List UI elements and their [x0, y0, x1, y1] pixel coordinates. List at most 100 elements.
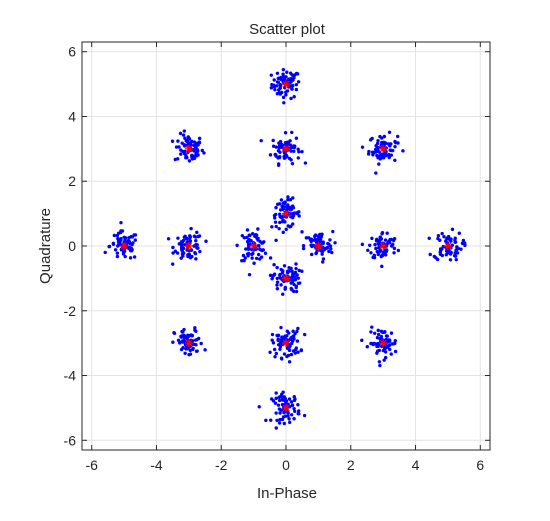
sample-point	[278, 208, 283, 212]
sample-point	[276, 163, 281, 167]
x-tick-label: 4	[412, 457, 420, 473]
x-tick-label: -6	[85, 457, 98, 473]
sample-point	[189, 143, 193, 147]
sample-point	[193, 251, 198, 256]
sample-point	[243, 256, 247, 260]
sample-point	[378, 235, 382, 240]
sample-point	[279, 198, 284, 202]
sample-point	[309, 243, 313, 247]
sample-point	[279, 267, 283, 272]
sample-point	[133, 238, 137, 242]
sample-point	[319, 234, 324, 239]
sample-point	[199, 341, 203, 346]
sample-point	[188, 234, 192, 238]
sample-point	[274, 411, 278, 415]
sample-point	[281, 292, 285, 296]
sample-point	[293, 270, 298, 275]
sample-point	[288, 84, 292, 88]
sample-point	[393, 339, 397, 343]
sample-point	[300, 230, 304, 234]
sample-point	[292, 395, 296, 399]
sample-point	[124, 236, 128, 240]
sample-point	[115, 251, 120, 255]
sample-point	[371, 153, 375, 157]
sample-point	[289, 215, 293, 219]
sample-point	[293, 211, 297, 215]
sample-point	[449, 239, 453, 243]
sample-point	[272, 272, 277, 276]
sample-point	[360, 145, 365, 149]
sample-point	[256, 227, 260, 231]
sample-point	[196, 234, 201, 239]
sample-point	[279, 356, 284, 360]
sample-point	[183, 136, 187, 140]
sample-point	[190, 153, 194, 158]
sample-point	[365, 345, 369, 349]
sample-point	[294, 82, 299, 87]
reference-marker-stroke	[379, 339, 387, 347]
sample-point	[103, 250, 107, 255]
sample-point	[389, 244, 394, 248]
sample-point	[294, 262, 298, 266]
sample-point	[385, 344, 390, 349]
sample-point	[396, 134, 400, 139]
sample-point	[290, 269, 294, 274]
sample-point	[279, 338, 284, 342]
sample-point	[370, 325, 374, 329]
sample-point	[250, 256, 254, 260]
sample-point	[180, 252, 185, 256]
sample-point	[277, 398, 282, 403]
sample-point	[294, 346, 299, 350]
sample-point	[440, 231, 444, 236]
sample-point	[285, 89, 290, 93]
sample-point	[281, 230, 285, 235]
sample-point	[271, 341, 276, 345]
sample-point	[300, 269, 304, 273]
sample-point	[274, 396, 278, 401]
sample-point	[450, 227, 455, 232]
sample-point	[275, 202, 280, 206]
sample-point	[284, 93, 288, 97]
sample-point	[185, 139, 190, 144]
sample-point	[261, 248, 265, 252]
sample-point	[278, 86, 282, 91]
reference-marker	[282, 209, 290, 218]
sample-point	[174, 145, 179, 149]
sample-point	[381, 348, 386, 353]
axis-ticks: -6 -4 -2 0 2 4 6 -6 -4 -2 0 2 4 6	[64, 42, 490, 473]
sample-point	[132, 255, 137, 259]
sample-point	[171, 251, 175, 255]
sample-point	[455, 247, 460, 251]
reference-marker-stroke	[282, 404, 290, 412]
sample-point	[277, 421, 282, 425]
sample-point	[382, 134, 387, 139]
reference-marker	[282, 403, 290, 412]
x-tick-label: -4	[150, 457, 163, 473]
sample-point	[373, 242, 377, 247]
sample-point	[264, 418, 268, 423]
sample-point	[275, 265, 279, 270]
sample-point	[256, 238, 260, 242]
sample-point	[293, 409, 297, 414]
sample-point	[360, 338, 364, 343]
reference-marker	[443, 242, 452, 250]
sample-point	[171, 245, 175, 250]
sample-point	[127, 235, 131, 240]
sample-point	[190, 139, 194, 144]
sample-point	[278, 82, 282, 87]
sample-point	[312, 234, 317, 239]
sample-point	[251, 251, 255, 256]
sample-point	[329, 247, 333, 251]
sample-point	[455, 251, 460, 255]
sample-point	[274, 224, 278, 229]
sample-point	[300, 149, 304, 154]
sample-point	[274, 391, 278, 395]
sample-point	[287, 397, 292, 401]
sample-point	[270, 332, 275, 337]
sample-point	[263, 251, 268, 256]
sample-point	[278, 76, 283, 81]
sample-point	[116, 231, 121, 235]
sample-point	[241, 253, 246, 258]
sample-point	[195, 243, 199, 247]
sample-point	[171, 340, 175, 344]
